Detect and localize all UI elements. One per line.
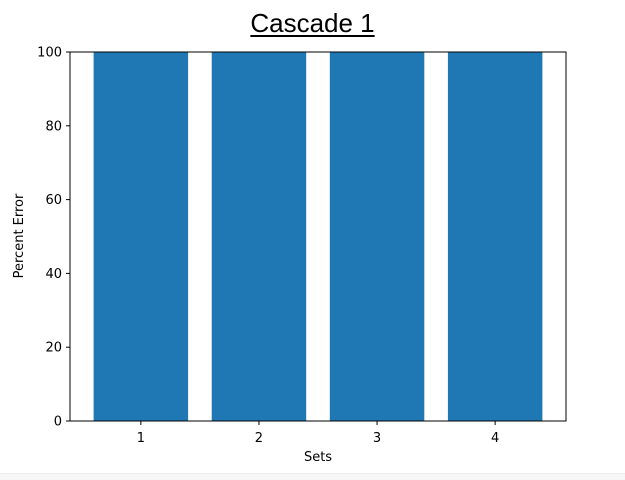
y-axis-ticks: 0 20 40 60 80 100 xyxy=(37,46,70,430)
y-tick-label: 80 xyxy=(45,119,62,134)
x-axis-ticks: 1 2 3 4 xyxy=(137,421,499,446)
y-tick-label: 0 xyxy=(54,415,62,430)
plot-frame xyxy=(69,51,567,422)
bars-layer xyxy=(93,52,543,421)
x-tick-label: 2 xyxy=(255,431,263,446)
x-axis-label: Sets xyxy=(304,450,332,465)
chart-title: Cascade 1 xyxy=(250,8,375,38)
x-tick-label: 1 xyxy=(137,431,145,446)
y-tick-label: 100 xyxy=(37,46,62,61)
y-axis-label: Percent Error xyxy=(12,193,27,278)
bar-2 xyxy=(211,52,307,421)
bar-1 xyxy=(93,52,189,421)
y-tick-label: 40 xyxy=(45,267,62,282)
y-tick-label: 60 xyxy=(45,193,62,208)
y-tick-label: 20 xyxy=(45,341,62,356)
bottom-strip xyxy=(0,473,625,480)
x-tick-label: 3 xyxy=(373,431,381,446)
bar-4 xyxy=(447,52,543,421)
bar-3 xyxy=(329,52,425,421)
x-tick-label: 4 xyxy=(491,431,499,446)
